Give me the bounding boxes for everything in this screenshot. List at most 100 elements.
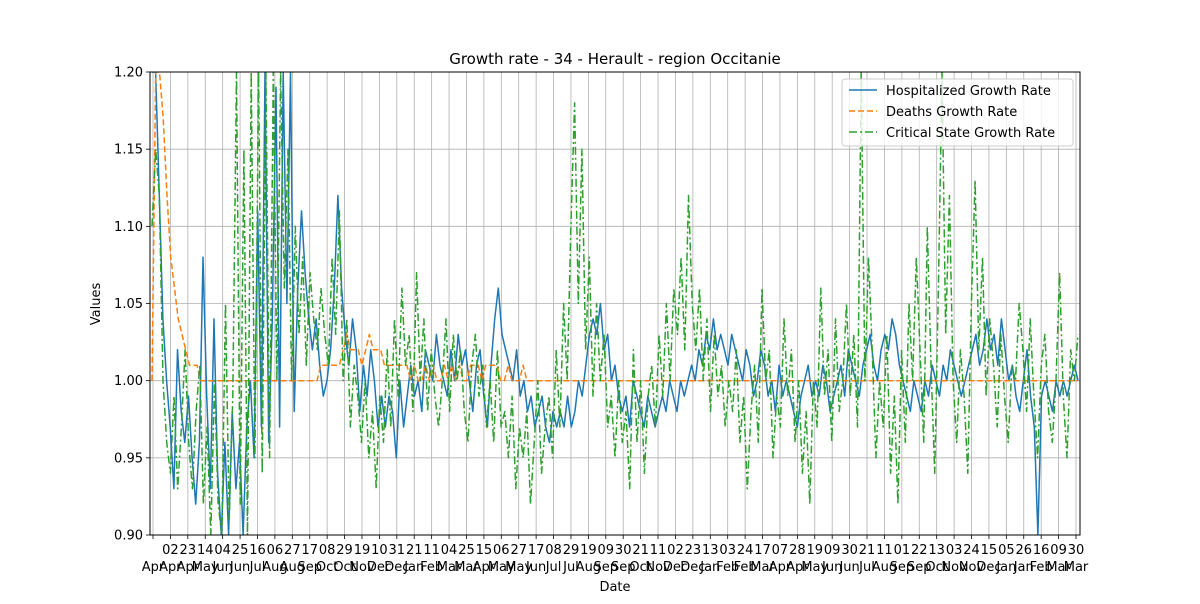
legend-label-deaths: Deaths Growth Rate: [886, 105, 1017, 120]
x-tick-month-label: Mar: [454, 560, 479, 575]
x-tick-month-label: Jun: [212, 560, 233, 575]
x-tick-month-label: Apr: [769, 560, 792, 575]
x-tick-month-label: May: [505, 560, 532, 575]
x-tick-month-label: Mar: [437, 560, 462, 575]
series-layer: [151, 72, 1079, 535]
x-tick-month-label: Oct: [316, 560, 338, 575]
x-tick-month-label: Aug: [280, 560, 305, 575]
series-line-hospitalized-growth-rate: [152, 72, 1079, 535]
legend-box: [841, 78, 1074, 147]
x-tick-day-label: 02: [667, 543, 684, 558]
x-tick-month-label: Mar: [1064, 560, 1089, 575]
y-tick-label: 0.90: [114, 529, 143, 544]
x-tick-day-label: 13: [928, 543, 945, 558]
series-line-deaths-growth-rate: [151, 72, 1078, 382]
x-tick-month-label: Jun: [838, 560, 859, 575]
x-tick-month-label: Dec: [384, 560, 409, 575]
x-tick-month-label: Aug: [872, 560, 897, 575]
x-tick-day-label: 09: [598, 543, 615, 558]
x-tick-month-label: Jun: [525, 560, 546, 575]
y-axis-label: Values: [89, 283, 104, 326]
x-tick-month-label: Nov: [349, 560, 375, 575]
x-tick-month-label: Mar: [750, 560, 775, 575]
x-tick-month-label: Feb: [734, 560, 757, 575]
x-tick-day-label: 27: [284, 543, 301, 558]
x-tick-day-label: 21: [859, 543, 876, 558]
x-tick-month-label: May: [192, 560, 219, 575]
x-tick-day-label: 28: [789, 543, 806, 558]
x-tick-day-label: 17: [754, 543, 771, 558]
x-tick-day-label: 17: [301, 543, 318, 558]
x-tick-month-label: Sep: [907, 560, 932, 575]
x-tick-month-label: May: [488, 560, 515, 575]
x-tick-month-label: Sep: [611, 560, 636, 575]
x-tick-month-label: Jun: [821, 560, 842, 575]
x-tick-month-label: Jan: [1013, 560, 1034, 575]
x-tick-month-label: Sep: [297, 560, 322, 575]
x-tick-day-label: 13: [702, 543, 719, 558]
x-tick-day-label: 06: [267, 543, 284, 558]
x-tick-month-label: Feb: [716, 560, 739, 575]
x-tick-day-label: 17: [528, 543, 545, 558]
x-tick-month-label: Apr: [142, 560, 165, 575]
x-tick-day-label: 16: [249, 543, 266, 558]
x-tick-day-label: 15: [476, 543, 493, 558]
x-tick-day-label: 03: [946, 543, 963, 558]
x-tick-day-label: 15: [981, 543, 998, 558]
x-tick-month-label: Dec: [976, 560, 1001, 575]
x-tick-day-label: 30: [615, 543, 632, 558]
series-line-critical-state-growth-rate: [151, 72, 1079, 535]
x-tick-month-label: Mar: [1046, 560, 1071, 575]
x-tick-day-label: 19: [807, 543, 824, 558]
x-tick-month-label: Jul: [249, 560, 266, 575]
x-tick-month-label: Aug: [576, 560, 601, 575]
x-tick-month-label: Jan: [403, 560, 424, 575]
y-tick-label: 1.05: [114, 297, 143, 312]
x-tick-day-label: 23: [180, 543, 197, 558]
x-tick-day-label: 11: [650, 543, 667, 558]
x-tick-day-label: 25: [458, 543, 475, 558]
x-tick-day-label: 14: [197, 543, 214, 558]
x-tick-day-label: 29: [563, 543, 580, 558]
x-tick-day-label: 04: [214, 543, 231, 558]
x-tick-month-label: Nov: [959, 560, 985, 575]
x-tick-day-label: 24: [963, 543, 980, 558]
x-tick-day-label: 11: [423, 543, 440, 558]
x-tick-day-label: 27: [510, 543, 527, 558]
x-tick-month-label: Oct: [333, 560, 355, 575]
legend-label-critical: Critical State Growth Rate: [886, 126, 1055, 141]
y-tick-label: 1.10: [114, 220, 143, 235]
x-tick-day-label: 08: [319, 543, 336, 558]
x-tick-month-label: Dec: [680, 560, 705, 575]
x-tick-day-label: 24: [737, 543, 754, 558]
x-tick-day-label: 03: [719, 543, 736, 558]
y-tick-label: 0.95: [114, 451, 143, 466]
x-tick-day-label: 16: [1033, 543, 1050, 558]
x-tick-month-label: May: [801, 560, 828, 575]
x-tick-day-label: 06: [493, 543, 510, 558]
x-tick-month-label: Oct: [629, 560, 651, 575]
x-tick-day-label: 10: [371, 543, 388, 558]
x-axis: Apr02Apr23Apr14May04Jun25Jun16Jul06Aug27…: [142, 535, 1089, 575]
x-tick-month-label: Jul: [545, 560, 562, 575]
x-tick-month-label: Feb: [1030, 560, 1053, 575]
x-tick-month-label: Apr: [177, 560, 200, 575]
y-tick-label: 1.20: [114, 66, 143, 81]
x-tick-month-label: Jun: [229, 560, 250, 575]
legend: Hospitalized Growth Rate Deaths Growth R…: [841, 78, 1074, 147]
x-tick-month-label: Feb: [420, 560, 443, 575]
x-tick-day-label: 21: [632, 543, 649, 558]
x-tick-month-label: Jul: [562, 560, 579, 575]
x-tick-month-label: Dec: [367, 560, 392, 575]
x-tick-month-label: Oct: [925, 560, 947, 575]
y-axis: 0.90 0.95 1.00 1.05 1.10 1.15 1.20: [114, 66, 150, 544]
x-tick-day-label: 09: [1050, 543, 1067, 558]
x-tick-day-label: 04: [441, 543, 458, 558]
x-tick-month-label: Jan: [699, 560, 720, 575]
x-tick-month-label: Sep: [594, 560, 619, 575]
x-tick-day-label: 07: [772, 543, 789, 558]
x-tick-month-label: Jul: [858, 560, 875, 575]
chart-title: Growth rate - 34 - Herault - region Occi…: [449, 50, 781, 68]
